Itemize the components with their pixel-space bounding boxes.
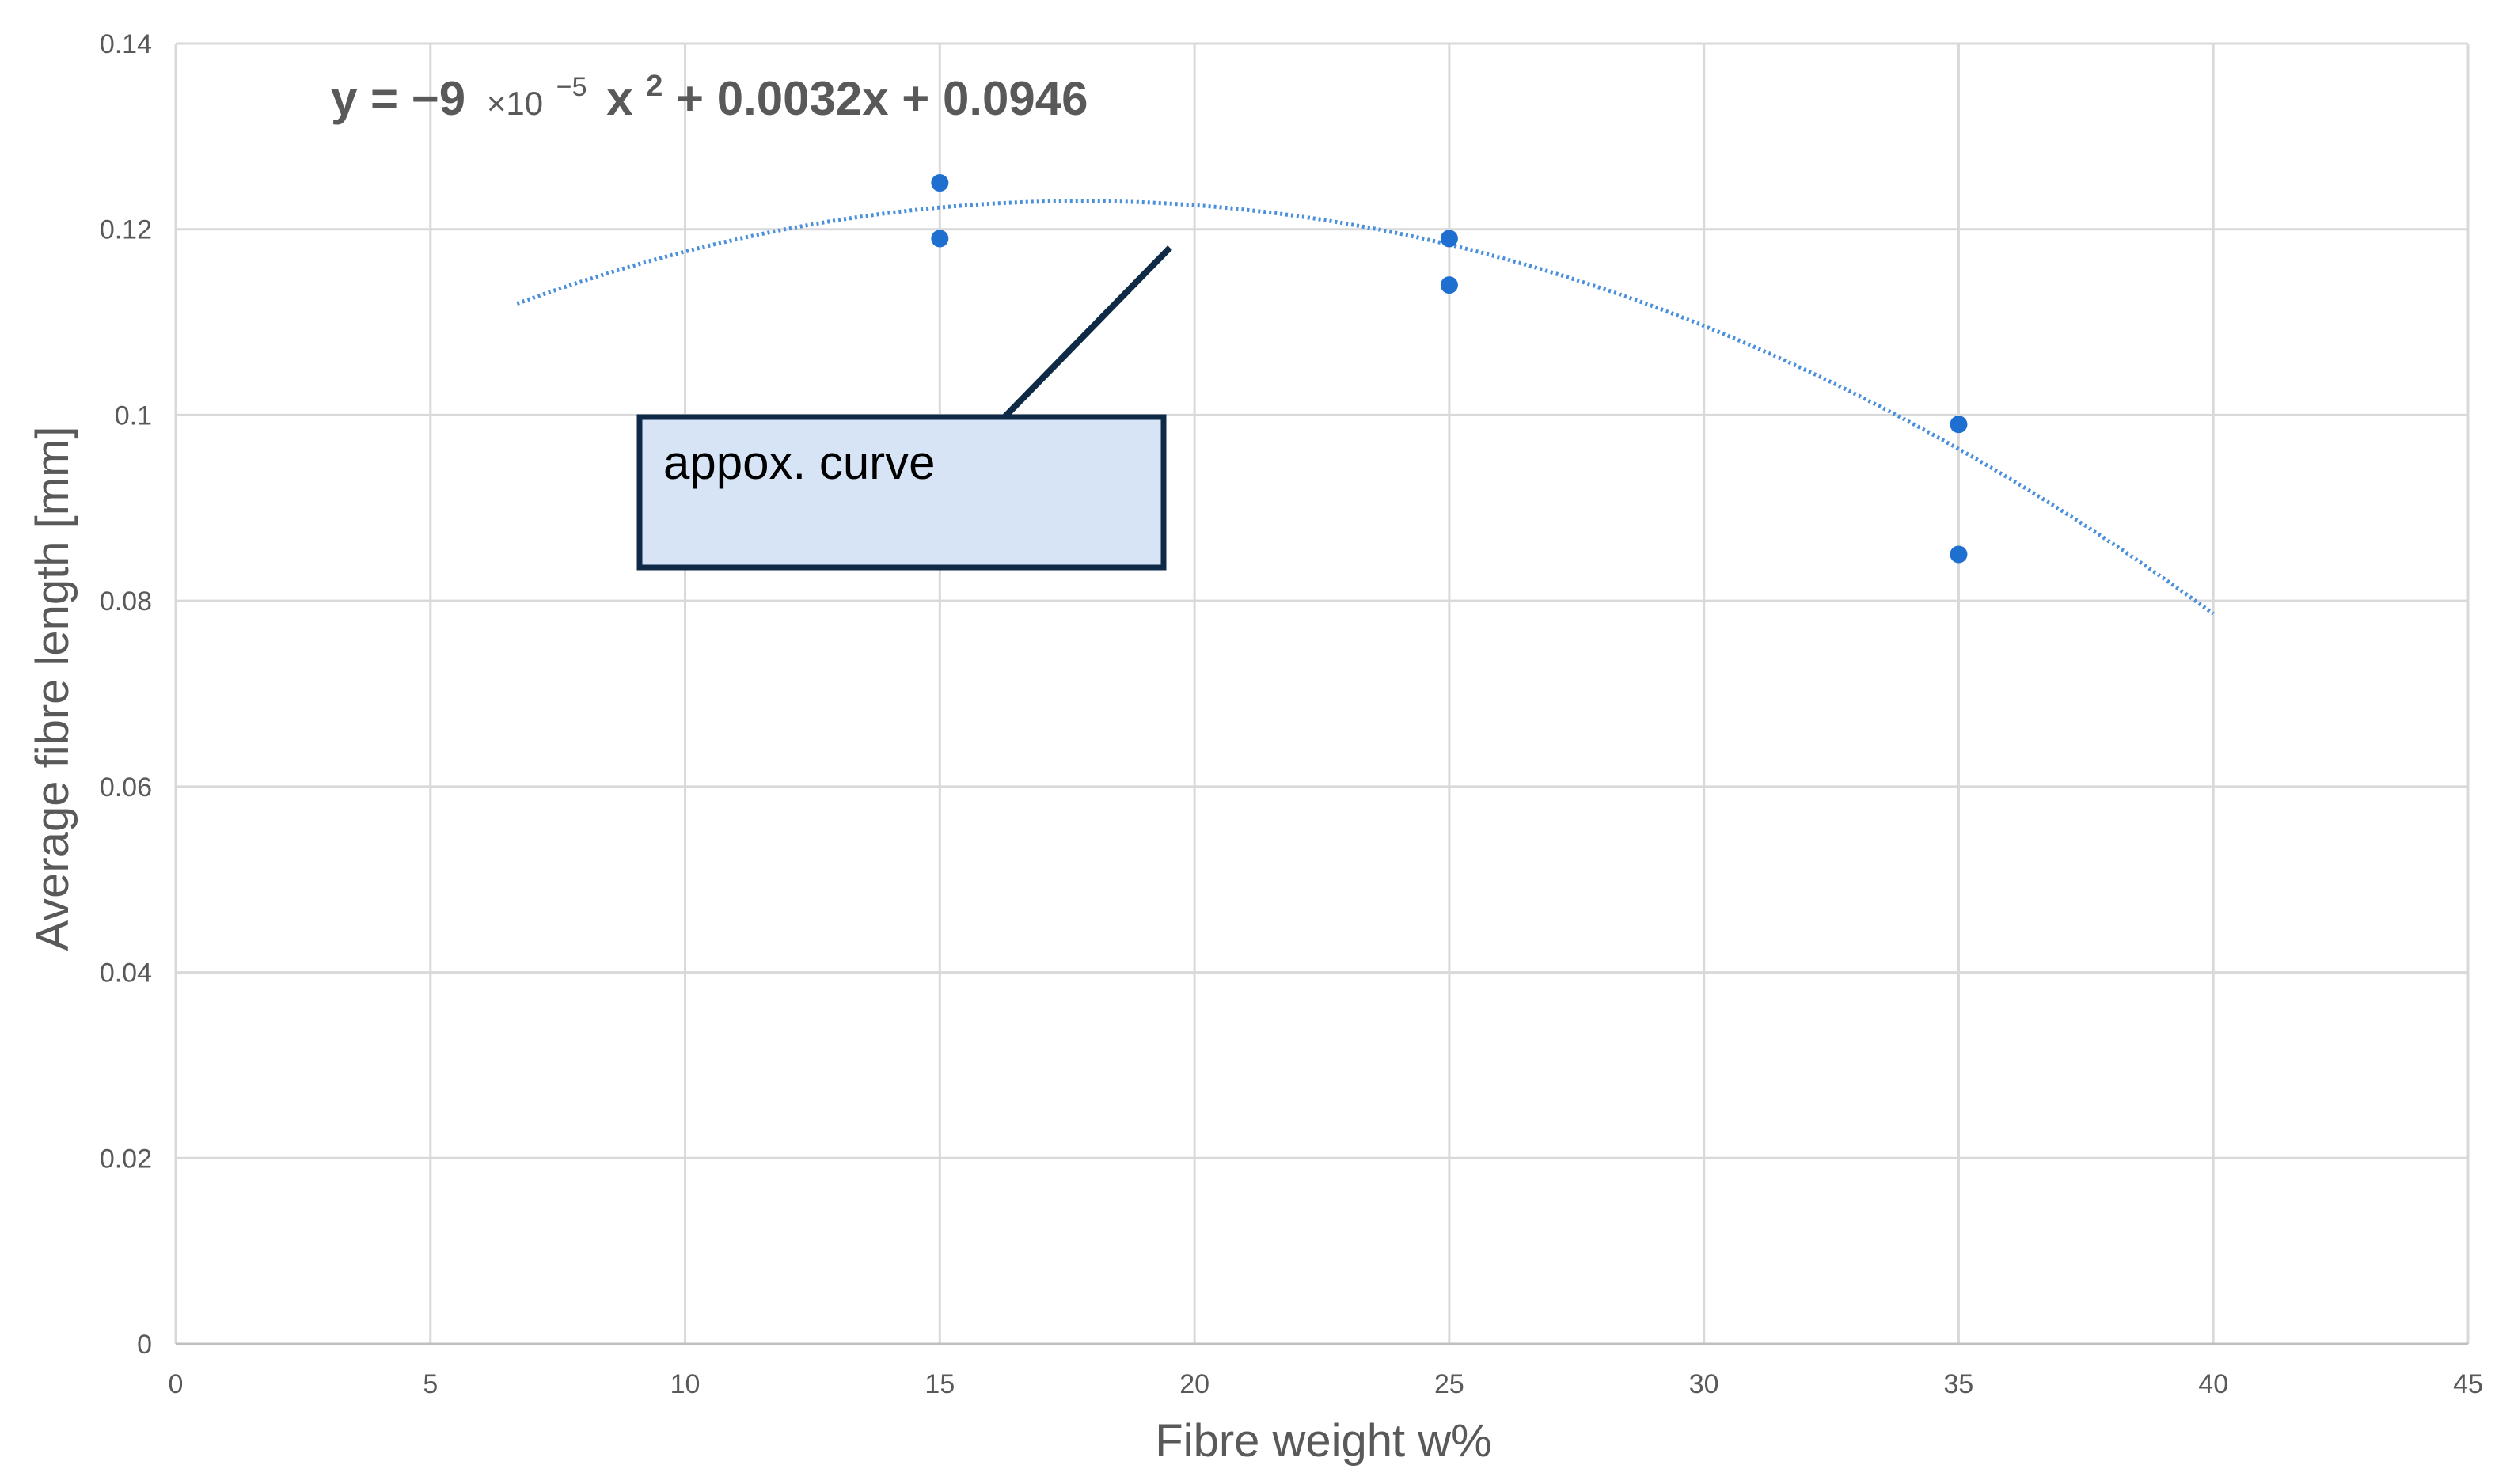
x-tick-label: 10 [670, 1369, 701, 1399]
x-tick-label: 45 [2453, 1369, 2483, 1399]
x-tick-label: 15 [925, 1369, 955, 1399]
y-tick-label: 0.12 [100, 215, 152, 245]
equation-prefix: y = −9 [331, 72, 465, 125]
x-tick-label: 0 [169, 1369, 184, 1399]
y-tick-label: 0 [137, 1330, 152, 1360]
data-point [1950, 416, 1968, 434]
data-point [931, 174, 949, 192]
equation-times: ×10 [487, 85, 543, 122]
callout-leader-line [1001, 245, 1172, 420]
data-point [1950, 545, 1968, 564]
y-tick-label: 0.06 [100, 772, 152, 803]
data-point [931, 230, 949, 248]
x-tick-label: 30 [1689, 1369, 1719, 1399]
data-point [1440, 276, 1458, 294]
trendline-equation: y = −9 ×10 −5 x 2 + 0.0032x + 0.0946 [331, 53, 1088, 125]
y-axis-title: Average fibre length [mm] [27, 426, 78, 951]
y-tick-label: 0.14 [100, 29, 152, 59]
gridlines [176, 42, 2470, 1344]
data-point [1440, 230, 1458, 248]
equation-x-exponent: 2 [646, 70, 663, 103]
callout-box [636, 414, 1167, 571]
x-tick-label: 40 [2198, 1369, 2228, 1399]
x-tick-label: 35 [1944, 1369, 1974, 1399]
equation-x: x [606, 72, 632, 125]
y-tick-label: 0.02 [100, 1144, 152, 1174]
tick-labels: 0 5 10 15 20 25 30 35 40 45 0 0.02 0.04 0.06 0.08 0.1 0.… [100, 29, 2483, 1399]
x-tick-label: 20 [1179, 1369, 1209, 1399]
equation-rest: + 0.0032x + 0.0946 [676, 72, 1088, 125]
y-tick-label: 0.04 [100, 958, 152, 989]
data-points [931, 174, 1968, 564]
x-tick-label: 5 [423, 1369, 438, 1399]
callout-label: appox. curve [663, 436, 936, 489]
equation-exponent: −5 [556, 72, 587, 102]
y-tick-label: 0.1 [115, 400, 152, 431]
axes [174, 44, 2468, 1345]
x-axis-title: Fibre weight w% [1155, 1415, 1491, 1467]
y-tick-label: 0.08 [100, 586, 152, 617]
x-tick-label: 25 [1434, 1369, 1464, 1399]
